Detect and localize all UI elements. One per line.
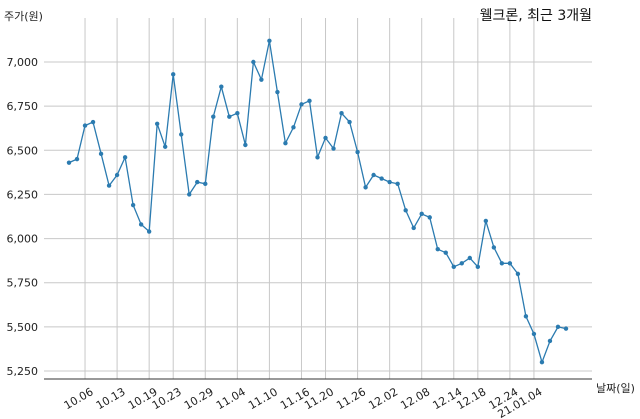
data-point (387, 179, 392, 185)
data-point (395, 181, 400, 187)
data-point (523, 314, 529, 319)
data-point (130, 202, 136, 208)
y-tick-label: 5,250 (7, 365, 39, 378)
data-point (211, 114, 216, 119)
data-point (355, 149, 360, 155)
data-point (154, 121, 160, 127)
data-point (291, 125, 296, 130)
data-point (122, 155, 128, 160)
data-point (403, 208, 408, 213)
data-point (491, 245, 497, 250)
data-point (531, 331, 537, 337)
data-point (563, 326, 569, 331)
data-point (443, 250, 448, 255)
data-point (539, 359, 545, 365)
data-point (227, 114, 232, 119)
data-point (243, 142, 248, 148)
data-point (90, 119, 96, 125)
data-point (106, 183, 112, 188)
data-point (283, 141, 288, 146)
x-tick-label: 11.04 (214, 385, 248, 412)
data-point (459, 261, 464, 266)
y-tick-label: 6,000 (7, 233, 39, 246)
data-point (171, 72, 176, 77)
price-series-line (68, 40, 567, 365)
data-point (235, 111, 240, 116)
data-point (507, 261, 513, 266)
data-point (475, 264, 481, 270)
data-point (267, 38, 272, 44)
y-axis-label: 주가(원) (4, 10, 43, 23)
data-point (162, 144, 168, 149)
data-point (483, 218, 489, 224)
y-tick-label: 5,500 (7, 321, 39, 334)
y-tick-label: 5,750 (7, 277, 39, 290)
data-point (219, 84, 224, 89)
data-point (331, 146, 336, 151)
x-tick-label: 11.26 (334, 385, 368, 412)
data-point (251, 59, 256, 65)
data-point (419, 211, 424, 217)
y-gridlines (44, 61, 592, 372)
data-point (299, 102, 304, 107)
chart-title: 웰크론, 최근 3개월 (480, 8, 592, 24)
data-point (515, 271, 521, 277)
data-point (555, 324, 561, 330)
x-axis-label: 날짜(일) (596, 381, 635, 395)
data-point (146, 229, 152, 234)
x-tick-label: 12.08 (398, 385, 432, 412)
data-point (259, 77, 264, 82)
data-point (435, 246, 440, 252)
y-tick-label: 6,750 (7, 100, 39, 113)
y-tick-labels: 5,250 5,500 5,750 6,000 6,250 6,500 6,750 7,000 (7, 56, 39, 378)
data-point (114, 172, 120, 178)
data-point (66, 160, 72, 165)
data-point (499, 261, 505, 266)
y-tick-label: 6,500 (7, 144, 39, 157)
x-gridlines (84, 18, 535, 379)
data-point (323, 135, 328, 141)
data-point (347, 119, 352, 125)
x-tick-label: 12.02 (366, 385, 400, 412)
data-point (379, 176, 384, 181)
data-point (203, 181, 208, 187)
data-point (363, 185, 368, 190)
data-point (82, 123, 88, 128)
data-point (195, 179, 200, 185)
data-point (307, 98, 312, 104)
data-point (74, 156, 80, 162)
y-tick-label: 6,250 (7, 188, 39, 201)
data-point (339, 111, 344, 116)
data-point (547, 338, 553, 344)
data-point (138, 222, 144, 227)
x-tick-label: 10.29 (182, 385, 216, 412)
data-point (451, 264, 456, 270)
data-point (467, 255, 473, 261)
data-point (427, 215, 432, 220)
data-point (315, 155, 320, 160)
data-point (98, 151, 104, 157)
x-tick-label: 10.06 (62, 385, 96, 412)
data-point (411, 225, 416, 231)
data-point (371, 172, 376, 178)
x-tick-label: 11.10 (246, 385, 280, 412)
x-tick-labels: 10.0610.1310.1910.2310.2911.0411.1011.16… (62, 385, 545, 419)
data-point (275, 89, 280, 95)
y-tick-label: 7,000 (7, 56, 39, 69)
price-series-points (66, 38, 569, 365)
data-point (187, 192, 192, 197)
x-tick-label: 10.13 (94, 385, 128, 412)
data-point (179, 132, 184, 137)
